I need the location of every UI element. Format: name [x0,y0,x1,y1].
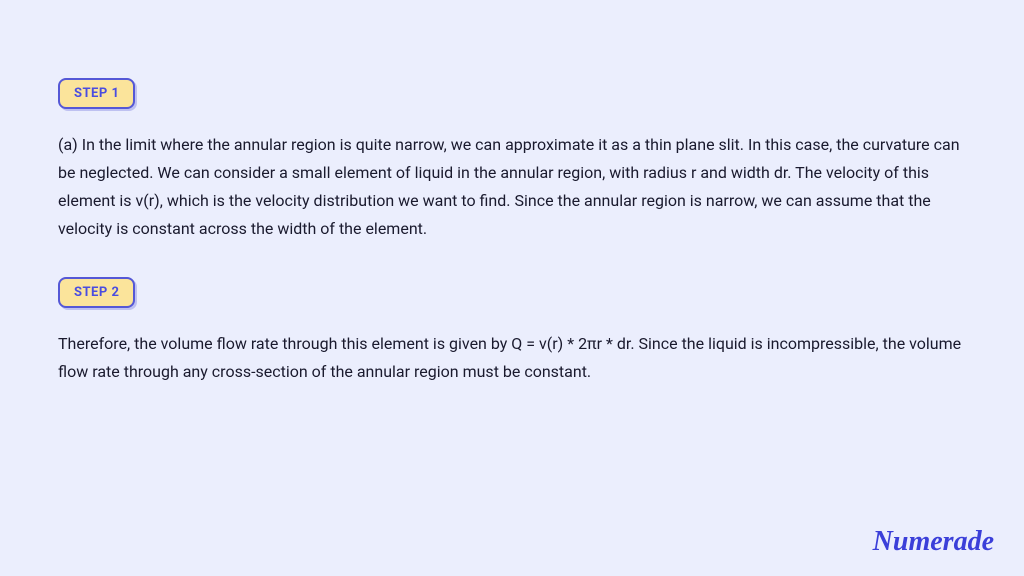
step-2-body: Therefore, the volume flow rate through … [58,330,966,386]
step-1-body: (a) In the limit where the annular regio… [58,131,966,243]
brand-logo: Numerade [873,526,994,558]
step-block-2: STEP 2 Therefore, the volume flow rate t… [58,277,966,386]
step-block-1: STEP 1 (a) In the limit where the annula… [58,78,966,243]
step-2-badge: STEP 2 [58,277,135,308]
step-1-badge: STEP 1 [58,78,135,109]
